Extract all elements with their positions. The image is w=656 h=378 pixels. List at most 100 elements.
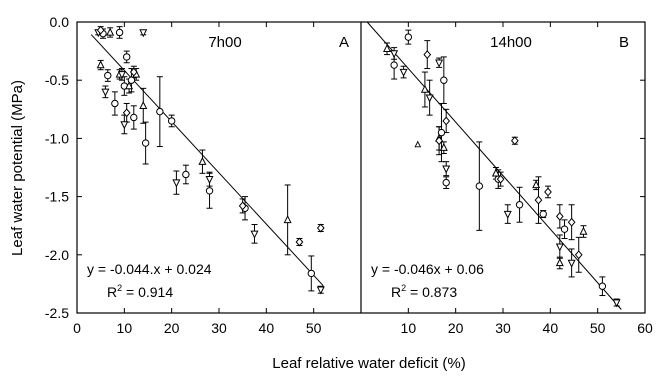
r-squared-value: = 0.914 xyxy=(122,284,173,300)
triangle-marker xyxy=(283,215,292,224)
circle-marker xyxy=(440,76,448,84)
circle-marker xyxy=(205,187,214,195)
y-tick-label: -2.0 xyxy=(45,247,69,263)
triangle-down-marker xyxy=(139,29,148,38)
superscript-two: 2 xyxy=(401,283,406,293)
circle-marker xyxy=(390,61,398,69)
triangle-marker xyxy=(96,60,105,69)
circle-marker xyxy=(539,210,547,218)
circle-marker xyxy=(182,170,190,179)
triangle-down-marker xyxy=(390,50,399,59)
triangle-marker xyxy=(420,84,429,93)
triangle-down-marker xyxy=(120,121,129,130)
triangle-marker xyxy=(106,27,115,36)
triangle-down-marker xyxy=(435,59,444,68)
triangle-marker xyxy=(439,142,448,151)
diamond-marker xyxy=(435,136,443,146)
diamond-marker xyxy=(510,136,519,146)
r-letter: R xyxy=(107,284,117,300)
circle-marker xyxy=(141,139,150,147)
triangle-down-marker xyxy=(205,175,214,184)
circle-marker xyxy=(307,269,315,278)
x-tick-label: 50 xyxy=(306,320,322,336)
circle-marker xyxy=(156,107,164,116)
x-tick-label: 40 xyxy=(543,320,559,336)
y-tick-label: -0.5 xyxy=(45,72,69,88)
triangle-down-marker xyxy=(172,179,181,188)
x-axis-title: Leaf relative water deficit (%) xyxy=(272,355,465,372)
diamond-marker xyxy=(122,108,131,118)
triangle-down-marker xyxy=(503,210,512,219)
triangle-down-marker xyxy=(567,259,576,268)
x-tick-label: 30 xyxy=(211,320,227,336)
x-tick-label: 30 xyxy=(495,320,511,336)
diamond-marker xyxy=(567,217,576,227)
triangle-marker xyxy=(579,226,588,235)
panel-letter: B xyxy=(619,34,629,51)
circle-marker xyxy=(123,53,131,61)
circle-marker xyxy=(127,76,136,84)
point-layer xyxy=(94,25,621,308)
triangle-down-marker xyxy=(250,230,259,239)
circle-marker xyxy=(167,117,176,125)
circle-marker xyxy=(442,178,450,187)
small-triangle-marker xyxy=(414,140,422,148)
panel-time-label: 14h00 xyxy=(490,34,532,51)
circle-marker xyxy=(475,182,484,190)
superscript-two: 2 xyxy=(117,283,122,293)
diamond-marker xyxy=(555,211,564,221)
triangle-marker xyxy=(383,43,392,52)
diamond-marker xyxy=(316,223,325,233)
triangle-marker xyxy=(139,100,148,110)
r-letter: R xyxy=(391,284,401,300)
triangle-down-marker xyxy=(612,299,621,308)
diamond-marker xyxy=(129,67,138,77)
r-squared: R2 = 0.914 xyxy=(107,283,173,300)
circle-marker xyxy=(115,28,124,37)
triangle-marker xyxy=(532,180,541,189)
tick-layer: 0.0 -0.5 -1.0 -1.5 -2.0 -2.50 10 20 30 40 50 10 20 30… xyxy=(45,14,653,336)
panel-letter: A xyxy=(339,34,349,51)
circle-marker xyxy=(130,113,138,122)
y-tick-label: -1.0 xyxy=(45,130,69,146)
x-tick-label: 0 xyxy=(73,320,81,336)
r-squared-value: = 0.873 xyxy=(406,284,457,300)
x-tick-label: 60 xyxy=(637,320,653,336)
circle-marker xyxy=(404,33,413,41)
r-squared: R2 = 0.873 xyxy=(391,283,457,300)
circle-marker xyxy=(104,71,112,80)
x-tick-label: 50 xyxy=(590,320,606,336)
circle-marker xyxy=(560,225,569,233)
triangle-marker xyxy=(125,81,134,90)
circle-marker xyxy=(598,282,607,290)
triangle-down-marker xyxy=(316,286,325,295)
diamond-marker xyxy=(238,201,247,211)
regression-equation: y = -0.046x + 0.06 xyxy=(371,261,484,277)
diamond-marker xyxy=(96,25,105,35)
x-tick-label: 20 xyxy=(164,320,180,336)
circle-marker xyxy=(515,201,524,209)
y-tick-label: -2.5 xyxy=(45,305,69,321)
y-tick-label: -1.5 xyxy=(45,189,69,205)
triangle-down-marker xyxy=(117,71,126,80)
regression-line xyxy=(90,34,324,286)
diamond-marker xyxy=(423,50,432,60)
diamond-marker xyxy=(496,174,505,184)
diamond-marker xyxy=(295,237,304,247)
triangle-marker xyxy=(555,258,564,267)
diamond-marker xyxy=(534,195,543,205)
x-tick-label: 40 xyxy=(259,320,275,336)
panel-time-label: 7h00 xyxy=(208,34,241,51)
diamond-marker xyxy=(544,187,552,197)
y-tick-label: 0.0 xyxy=(50,14,70,30)
triangle-down-marker xyxy=(425,94,434,103)
triangle-down-marker xyxy=(555,243,564,252)
triangle-down-marker xyxy=(399,68,408,77)
x-tick-label: 20 xyxy=(448,320,464,336)
circle-marker xyxy=(111,99,119,108)
regression-equation: y = -0.044.x + 0.024 xyxy=(87,261,212,277)
x-tick-label: 10 xyxy=(117,320,133,336)
y-axis-title: Leaf water potential (MPa) xyxy=(9,80,26,256)
